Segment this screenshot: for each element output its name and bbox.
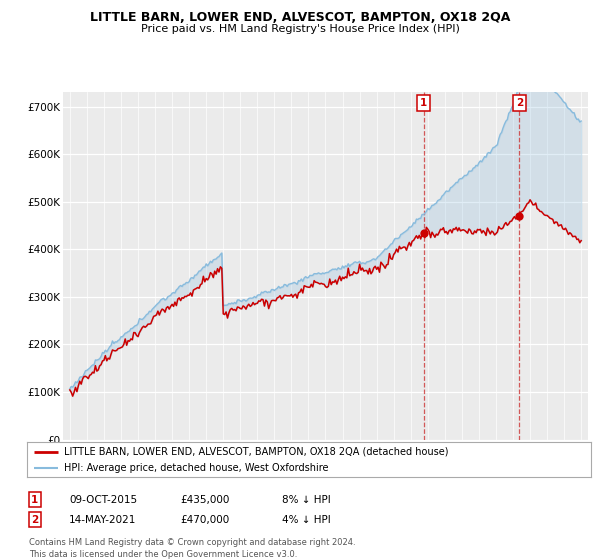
Text: Price paid vs. HM Land Registry's House Price Index (HPI): Price paid vs. HM Land Registry's House … [140, 24, 460, 34]
Text: 1: 1 [420, 98, 427, 108]
Text: £435,000: £435,000 [180, 494, 229, 505]
Text: 4% ↓ HPI: 4% ↓ HPI [282, 515, 331, 525]
Text: £470,000: £470,000 [180, 515, 229, 525]
Text: 8% ↓ HPI: 8% ↓ HPI [282, 494, 331, 505]
Text: 1: 1 [31, 494, 38, 505]
Text: LITTLE BARN, LOWER END, ALVESCOT, BAMPTON, OX18 2QA: LITTLE BARN, LOWER END, ALVESCOT, BAMPTO… [90, 11, 510, 24]
Text: LITTLE BARN, LOWER END, ALVESCOT, BAMPTON, OX18 2QA (detached house): LITTLE BARN, LOWER END, ALVESCOT, BAMPTO… [64, 447, 448, 457]
Text: HPI: Average price, detached house, West Oxfordshire: HPI: Average price, detached house, West… [64, 463, 328, 473]
Text: Contains HM Land Registry data © Crown copyright and database right 2024.
This d: Contains HM Land Registry data © Crown c… [29, 538, 355, 559]
Text: 2: 2 [515, 98, 523, 108]
Text: 14-MAY-2021: 14-MAY-2021 [69, 515, 136, 525]
Text: 2: 2 [31, 515, 38, 525]
Text: 09-OCT-2015: 09-OCT-2015 [69, 494, 137, 505]
